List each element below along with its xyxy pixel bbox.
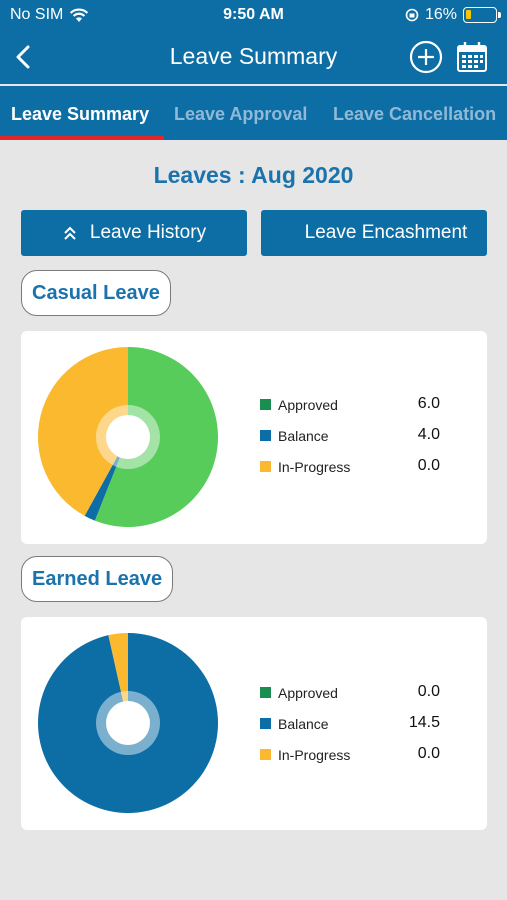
tab-bar: Leave Summary Leave Approval Leave Cance… — [0, 86, 507, 140]
back-arrow-icon[interactable] — [10, 40, 40, 74]
pie-hole — [106, 415, 150, 459]
status-time: 9:50 AM — [223, 6, 284, 23]
in-progress-swatch — [260, 461, 271, 472]
tab-leave-approval[interactable]: Leave Approval — [174, 104, 308, 124]
legend-label: Balance — [278, 428, 329, 444]
legend-label: Approved — [278, 685, 338, 701]
earned-leave-title: Earned Leave — [21, 556, 174, 602]
balance-swatch — [260, 718, 271, 729]
balance-swatch — [260, 430, 271, 441]
earned-leave-pie-chart — [38, 633, 218, 813]
legend-in-progress: In-Progress 0.0 — [260, 745, 460, 765]
approved-swatch — [260, 399, 271, 410]
add-circle-icon[interactable] — [409, 40, 443, 74]
casual-leave-card: Approved 6.0 Balance 4.0 In-Progress 0.0 — [21, 331, 487, 544]
legend-value: 14.5 — [408, 714, 440, 731]
status-left: No SIM — [10, 6, 89, 24]
page-title: Leave Summary — [169, 43, 338, 69]
tab-leave-summary[interactable]: Leave Summary — [11, 104, 150, 124]
casual-leave-pie-slices — [37, 347, 218, 527]
legend-label: In-Progress — [278, 459, 351, 475]
in-progress-slice — [108, 633, 128, 723]
approved-swatch — [260, 687, 271, 698]
legend-label: Balance — [278, 716, 329, 732]
pie-hole — [106, 701, 150, 745]
leave-history-button[interactable]: Leave History — [21, 210, 247, 256]
casual-leave-title: Casual Leave — [21, 270, 171, 316]
nav-bar: Leave Summary — [0, 30, 507, 84]
rotation-lock-icon — [405, 8, 419, 22]
legend-value: 6.0 — [417, 395, 440, 412]
legend-label: Approved — [278, 397, 338, 413]
leave-history-label: Leave History — [89, 222, 207, 243]
legend-balance: Balance 4.0 — [260, 426, 460, 446]
earned-leave-card: Approved 0.0 Balance 14.5 In-Progress 0.… — [21, 617, 487, 830]
legend-balance: Balance 14.5 — [260, 714, 460, 734]
active-tab-indicator — [0, 136, 164, 140]
double-chevron-up-icon — [64, 226, 76, 240]
casual-leave-pie-chart — [37, 347, 218, 527]
legend-label: In-Progress — [278, 747, 351, 763]
carrier-label: No SIM — [10, 6, 64, 23]
legend-approved: Approved 6.0 — [260, 395, 460, 415]
legend-value: 0.0 — [417, 683, 440, 700]
battery-icon — [463, 7, 501, 23]
in-progress-swatch — [260, 749, 271, 760]
legend-value: 0.0 — [417, 745, 440, 762]
battery-percent: 16% — [424, 6, 457, 23]
leave-period-title: Leaves : Aug 2020 — [153, 162, 354, 188]
legend-value: 4.0 — [417, 426, 440, 443]
balance-slice — [84, 437, 128, 521]
legend-in-progress: In-Progress 0.0 — [260, 457, 460, 477]
leave-encashment-button[interactable]: Leave Encashment — [261, 210, 487, 256]
wifi-icon — [70, 8, 89, 22]
approved-slice — [94, 347, 218, 527]
legend-approved: Approved 0.0 — [260, 683, 460, 703]
calendar-icon[interactable] — [455, 40, 489, 74]
legend-value: 0.0 — [417, 457, 440, 474]
in-progress-slice — [37, 347, 128, 516]
status-bar: No SIM 9:50 AM 16% — [0, 0, 507, 30]
status-right: 16% — [405, 6, 501, 24]
tab-leave-cancellation[interactable]: Leave Cancellation — [333, 104, 497, 124]
leave-encashment-label: Leave Encashment — [304, 222, 468, 243]
